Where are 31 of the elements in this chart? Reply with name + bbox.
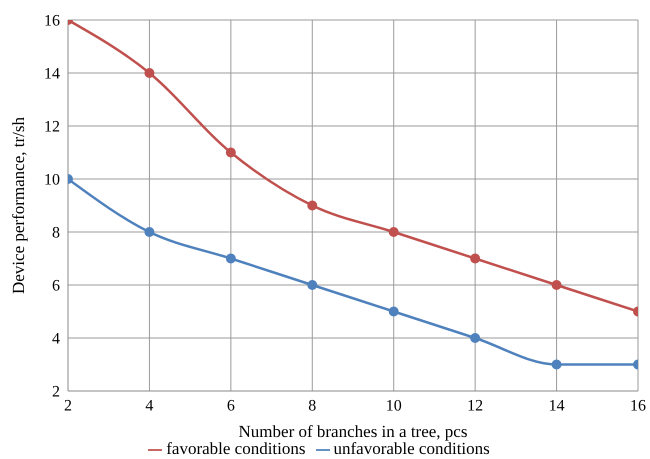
x-tick-label: 12	[467, 397, 484, 414]
y-tick-label: 6	[52, 278, 60, 295]
y-tick-label: 4	[52, 330, 60, 348]
y-tick-label: 10	[44, 172, 60, 189]
point	[307, 200, 318, 210]
point	[144, 68, 154, 78]
point	[470, 333, 480, 343]
x-tick-label: 4	[145, 397, 154, 414]
y-tick-label: 2	[52, 384, 60, 401]
point	[552, 280, 562, 290]
x-tick-label: 16	[630, 397, 646, 414]
y-tick-label: 12	[44, 118, 60, 136]
y-tick-label: 14	[44, 66, 60, 83]
y-tick-label: 16	[44, 12, 60, 30]
x-tick-label: 2	[64, 397, 72, 414]
y-tick-label: 8	[52, 224, 60, 242]
y-axis-title: Device performance, tr/sh	[9, 116, 28, 294]
point	[144, 227, 154, 237]
point	[226, 148, 236, 158]
point	[552, 360, 562, 370]
x-tick-label: 8	[308, 397, 316, 414]
x-tick-label: 6	[226, 397, 235, 414]
x-axis-title: Number of branches in a tree, pcs	[238, 422, 468, 441]
point	[388, 227, 399, 237]
x-tick-label: 10	[386, 397, 402, 414]
point	[307, 280, 318, 290]
legend-label: favorable conditions	[166, 439, 306, 458]
point	[388, 306, 399, 316]
x-tick-label: 14	[548, 397, 565, 414]
point	[226, 254, 236, 264]
point	[470, 254, 480, 264]
